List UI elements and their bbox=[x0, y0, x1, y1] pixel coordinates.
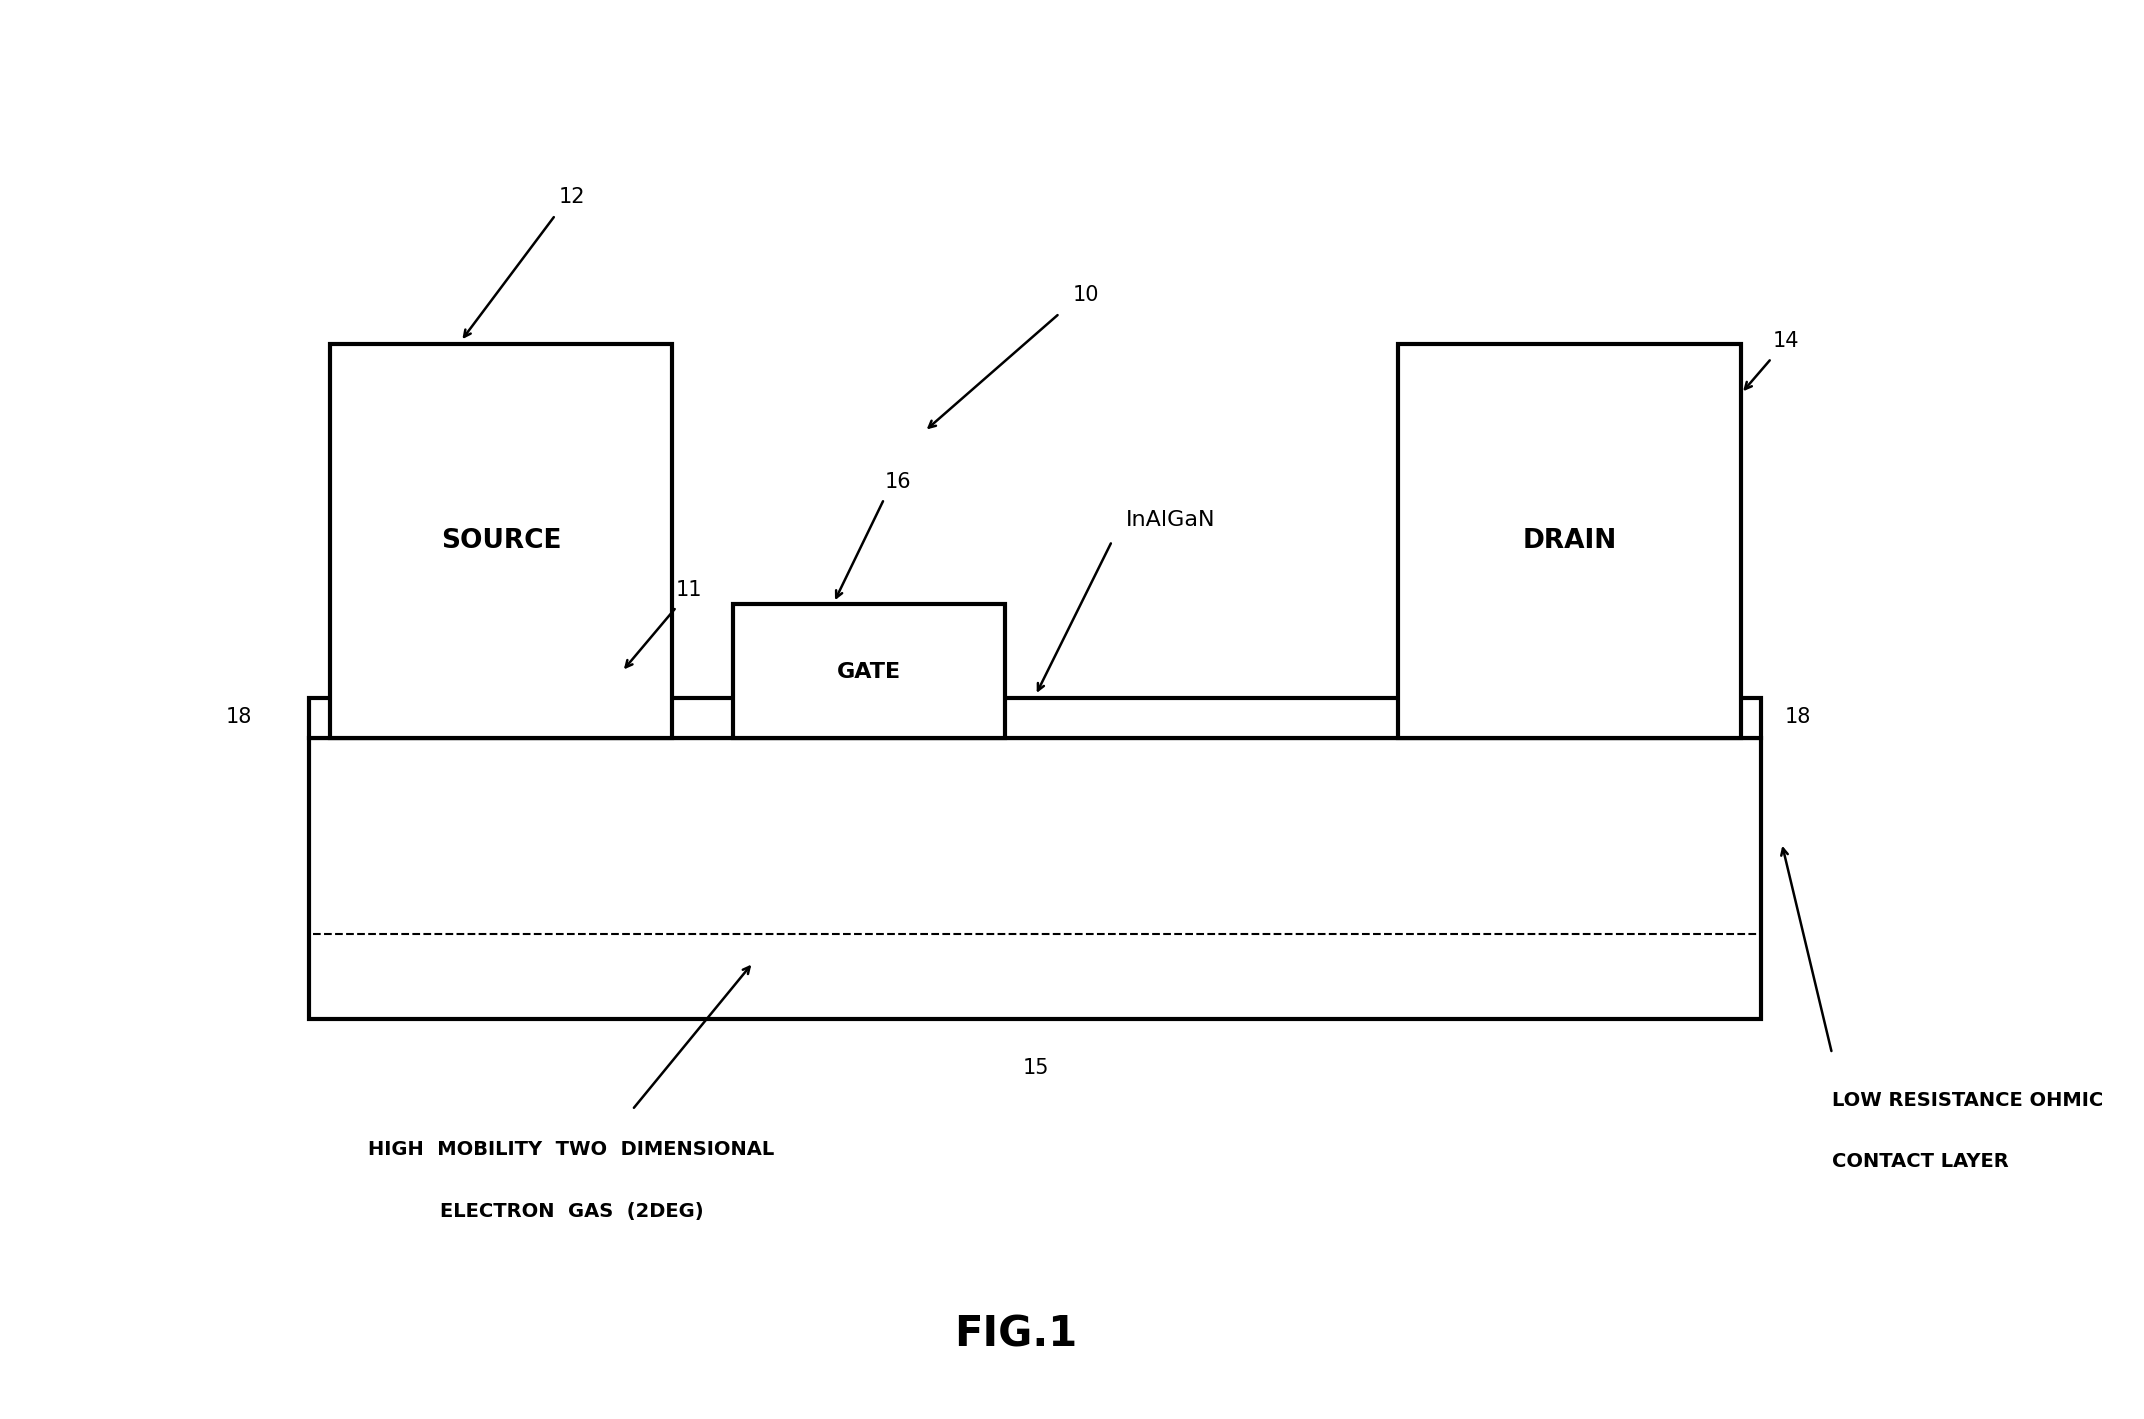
Text: InAlGaN: InAlGaN bbox=[1126, 509, 1216, 529]
Text: GATE: GATE bbox=[836, 661, 900, 681]
Text: CONTACT LAYER: CONTACT LAYER bbox=[1833, 1152, 2009, 1172]
Text: ELECTRON  GAS  (2DEG): ELECTRON GAS (2DEG) bbox=[440, 1202, 703, 1220]
Text: 12: 12 bbox=[557, 187, 585, 207]
Bar bbox=[1398, 345, 1741, 738]
Bar bbox=[309, 738, 1762, 1019]
Bar bbox=[309, 698, 1762, 738]
Text: 14: 14 bbox=[1773, 332, 1799, 352]
Text: 16: 16 bbox=[885, 473, 911, 492]
Bar bbox=[733, 604, 1006, 738]
Text: 18: 18 bbox=[225, 707, 253, 727]
Text: 11: 11 bbox=[675, 580, 701, 600]
Text: 18: 18 bbox=[1784, 707, 1812, 727]
Bar bbox=[330, 345, 673, 738]
Text: FIG.1: FIG.1 bbox=[954, 1314, 1076, 1355]
Text: 10: 10 bbox=[1072, 285, 1100, 305]
Text: SOURCE: SOURCE bbox=[442, 528, 562, 553]
Text: HIGH  MOBILITY  TWO  DIMENSIONAL: HIGH MOBILITY TWO DIMENSIONAL bbox=[369, 1139, 774, 1159]
Text: DRAIN: DRAIN bbox=[1522, 528, 1617, 553]
Text: 15: 15 bbox=[1023, 1057, 1048, 1078]
Text: LOW RESISTANCE OHMIC: LOW RESISTANCE OHMIC bbox=[1833, 1091, 2103, 1110]
